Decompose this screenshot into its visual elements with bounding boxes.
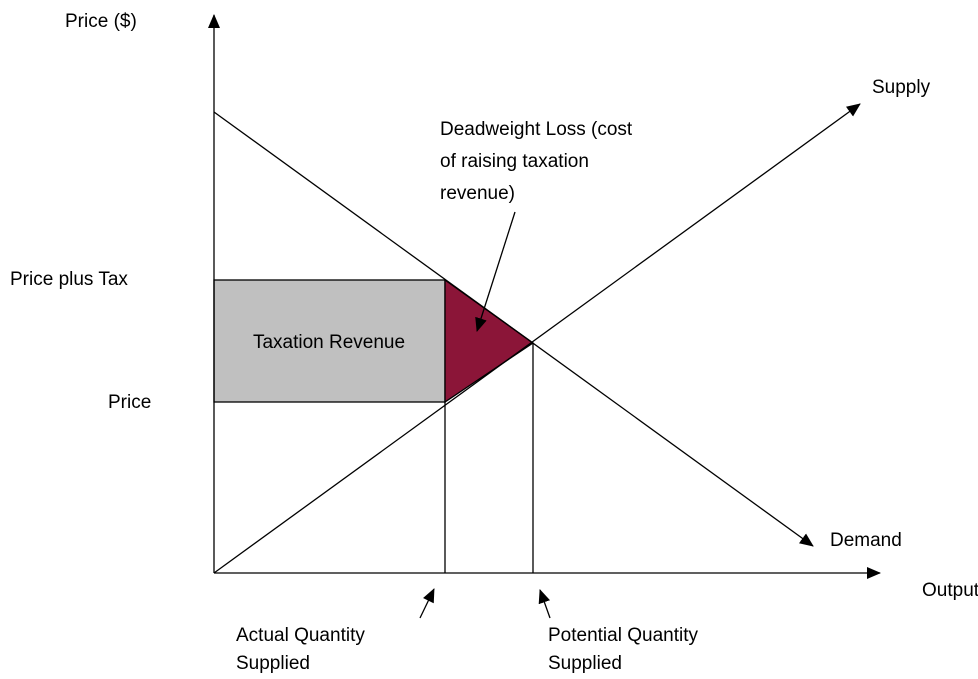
supply-line bbox=[213, 103, 861, 574]
deadweight-label: Deadweight Loss (cost bbox=[440, 119, 633, 140]
deadweight-label: revenue) bbox=[440, 183, 515, 204]
demand-line bbox=[213, 111, 814, 547]
revenue-area bbox=[213, 279, 446, 403]
pointer bbox=[419, 588, 435, 619]
supply-label: Supply bbox=[872, 77, 931, 98]
revenue-label: Taxation Revenue bbox=[253, 332, 405, 353]
deadweight-label: of raising taxation bbox=[440, 151, 589, 172]
pointer bbox=[475, 211, 516, 332]
price-plus-tax-label: Price plus Tax bbox=[10, 269, 128, 290]
potential-quantity-label: Supplied bbox=[548, 653, 622, 674]
potential-quantity-label: Potential Quantity bbox=[548, 625, 698, 646]
pointer bbox=[538, 589, 551, 619]
demand-label: Demand bbox=[830, 530, 902, 551]
price-label: Price bbox=[108, 392, 151, 413]
x-axis-label: Output bbox=[922, 580, 978, 601]
y-axis-label: Price ($) bbox=[65, 11, 137, 32]
deadweight-area bbox=[444, 278, 535, 404]
actual-quantity-label: Actual Quantity bbox=[236, 625, 365, 646]
actual-quantity-label: Supplied bbox=[236, 653, 310, 674]
